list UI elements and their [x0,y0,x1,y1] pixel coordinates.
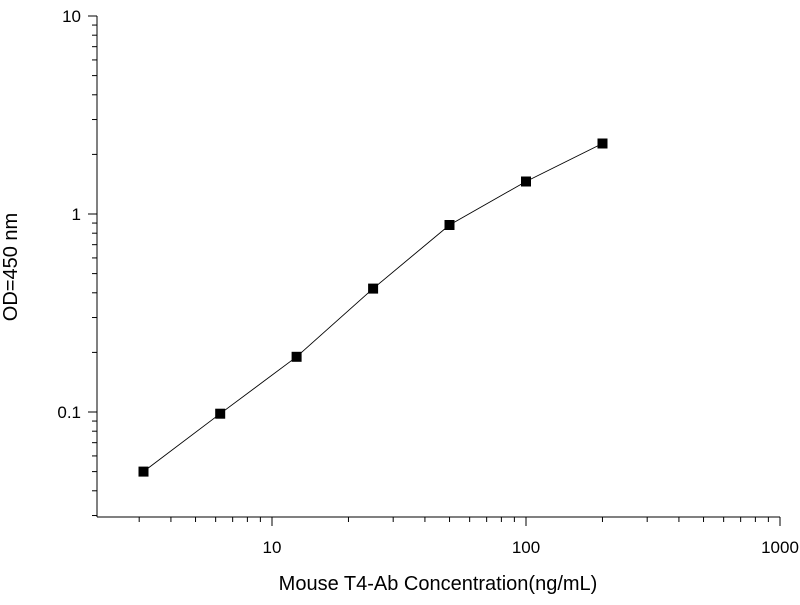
x-tick-label: 10 [263,538,282,557]
y-tick-label: 1 [72,205,81,224]
data-point-marker [138,466,149,477]
data-point-marker [291,351,302,362]
y-tick-label: 0.1 [57,403,81,422]
x-tick-label: 1000 [761,538,799,557]
series [138,138,608,477]
data-point-marker [597,138,608,149]
ticks [88,15,781,526]
data-point-marker [215,408,226,419]
series-line [143,143,603,472]
axes [96,16,780,518]
data-point-marker [521,176,531,187]
y-axis-label: OD=450 nm [0,213,22,321]
tick-labels: 10 100 1000 0.1 1 10 [57,7,799,557]
axis-labels: Mouse T4-Ab Concentration(ng/mL) OD=450 … [0,213,597,595]
data-point-marker [444,220,455,230]
data-point-marker [368,283,379,294]
y-tick-label: 10 [62,7,81,26]
x-axis-label: Mouse T4-Ab Concentration(ng/mL) [279,573,598,595]
x-tick-label: 100 [512,538,540,557]
